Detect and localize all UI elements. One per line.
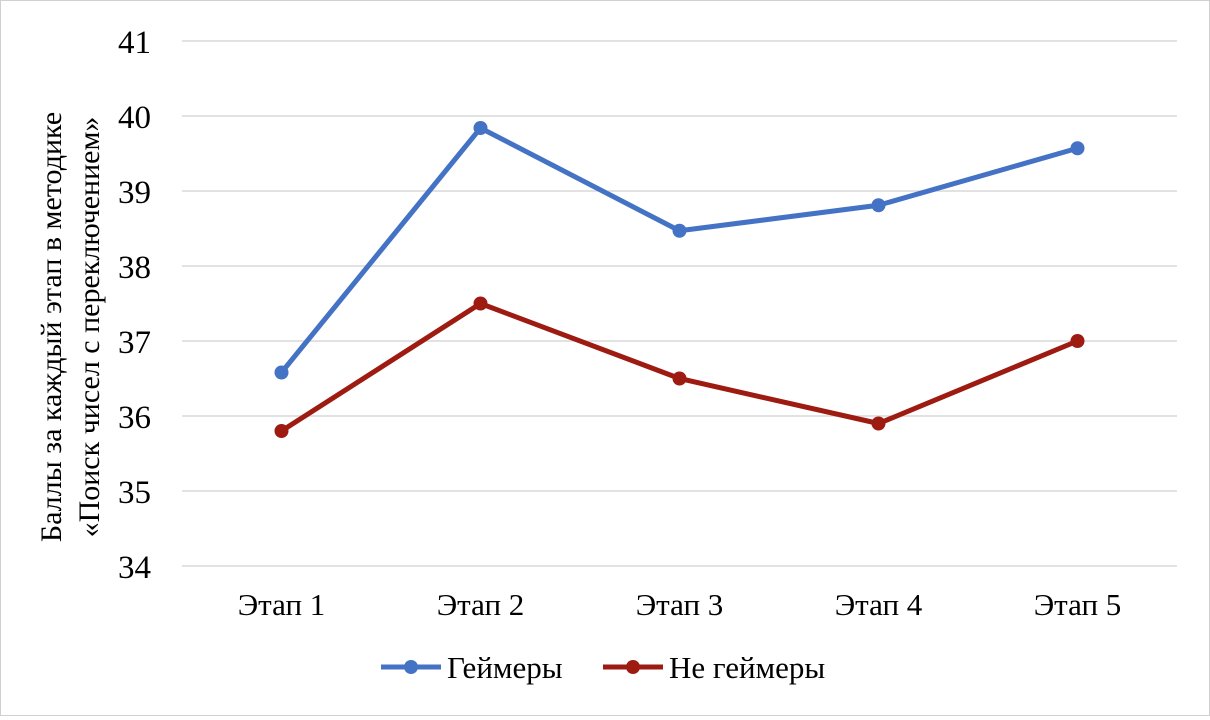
y-tick-label: 34	[118, 550, 151, 586]
x-tick-label: Этап 5	[1034, 587, 1122, 622]
data-point	[871, 198, 886, 213]
y-axis-label: Баллы за каждый этап в методике «Поиск ч…	[35, 112, 106, 542]
x-tick-label: Этап 4	[835, 587, 923, 622]
legend-item-gamers: Геймеры	[381, 650, 563, 685]
series-0	[274, 121, 1085, 380]
data-point	[473, 121, 488, 135]
series-layer	[274, 121, 1085, 438]
y-tick-label: 39	[118, 175, 151, 211]
y-tick-label: 37	[118, 325, 151, 361]
y-axis-label-line-1: Баллы за каждый этап в методике	[35, 112, 68, 542]
data-point	[274, 424, 289, 438]
y-tick-label: 40	[118, 100, 151, 136]
data-point	[871, 416, 886, 431]
data-point	[672, 223, 687, 238]
y-tick-label: 41	[118, 25, 151, 61]
series-line	[279, 301, 1080, 434]
legend-marker-non-gamers	[626, 660, 640, 674]
legend-label-gamers: Геймеры	[447, 650, 563, 685]
x-tick-label: Этап 1	[238, 587, 326, 622]
x-axis-ticks: Этап 1 Этап 2 Этап 3 Этап 4 Этап 5	[238, 587, 1122, 622]
x-tick-label: Этап 3	[636, 587, 724, 622]
data-point	[1070, 334, 1085, 348]
y-axis-label-line-2: «Поиск чисел с переключением»	[73, 117, 106, 538]
data-point	[473, 296, 488, 311]
legend-marker-gamers	[404, 660, 418, 674]
x-tick-label: Этап 2	[437, 587, 525, 622]
legend: Геймеры Не геймеры	[381, 650, 825, 685]
data-point	[274, 365, 289, 380]
series-line	[279, 125, 1080, 375]
series-1	[274, 296, 1085, 438]
y-tick-label: 35	[118, 475, 151, 511]
data-point	[672, 371, 687, 386]
y-tick-label: 38	[118, 250, 151, 286]
legend-item-non-gamers: Не геймеры	[603, 650, 825, 685]
legend-label-non-gamers: Не геймеры	[669, 650, 825, 685]
data-point	[1070, 141, 1085, 156]
gridlines	[182, 40, 1177, 567]
y-axis-ticks: 34 35 36 37 38 39 40 41	[118, 25, 151, 586]
y-tick-label: 36	[118, 400, 151, 436]
